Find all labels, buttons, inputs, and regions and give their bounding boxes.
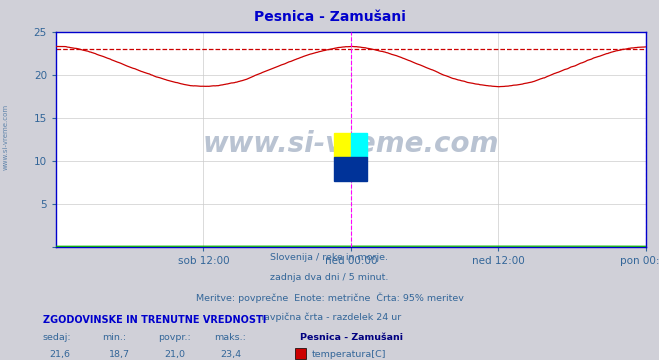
Text: 23,4: 23,4 bbox=[221, 350, 242, 359]
Text: navpična črta - razdelek 24 ur: navpična črta - razdelek 24 ur bbox=[258, 312, 401, 321]
Text: Pesnica - Zamušani: Pesnica - Zamušani bbox=[254, 10, 405, 24]
Text: temperatura[C]: temperatura[C] bbox=[312, 350, 386, 359]
Text: maks.:: maks.: bbox=[214, 333, 246, 342]
Text: min.:: min.: bbox=[102, 333, 127, 342]
Text: www.si-vreme.com: www.si-vreme.com bbox=[203, 130, 499, 158]
Text: povpr.:: povpr.: bbox=[158, 333, 191, 342]
Text: Pesnica - Zamušani: Pesnica - Zamušani bbox=[300, 333, 403, 342]
Text: sedaj:: sedaj: bbox=[43, 333, 71, 342]
Bar bbox=[351, 132, 368, 157]
Text: ZGODOVINSKE IN TRENUTNE VREDNOSTI: ZGODOVINSKE IN TRENUTNE VREDNOSTI bbox=[43, 315, 266, 325]
Text: zadnja dva dni / 5 minut.: zadnja dva dni / 5 minut. bbox=[270, 273, 389, 282]
Text: www.si-vreme.com: www.si-vreme.com bbox=[2, 104, 9, 170]
Bar bbox=[334, 157, 368, 181]
Text: 21,0: 21,0 bbox=[165, 350, 186, 359]
Text: 21,6: 21,6 bbox=[49, 350, 71, 359]
Bar bbox=[334, 132, 351, 157]
Text: Slovenija / reke in morje.: Slovenija / reke in morje. bbox=[270, 253, 389, 262]
Text: Meritve: povprečne  Enote: metrične  Črta: 95% meritev: Meritve: povprečne Enote: metrične Črta:… bbox=[196, 292, 463, 303]
Text: 18,7: 18,7 bbox=[109, 350, 130, 359]
